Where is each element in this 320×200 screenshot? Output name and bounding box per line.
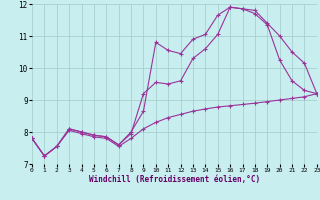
X-axis label: Windchill (Refroidissement éolien,°C): Windchill (Refroidissement éolien,°C) bbox=[89, 175, 260, 184]
